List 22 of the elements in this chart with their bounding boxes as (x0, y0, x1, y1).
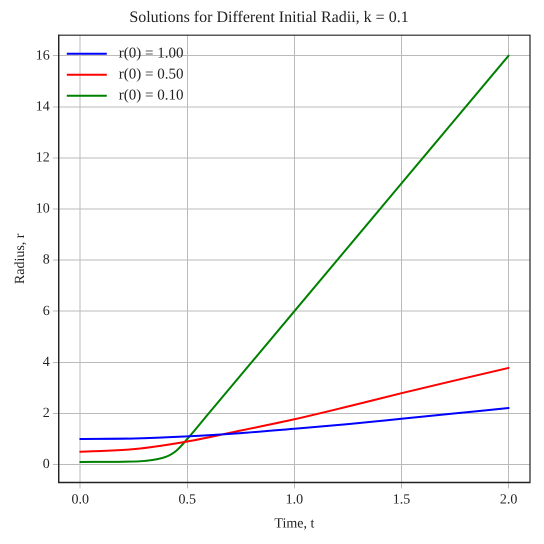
x-tick-label: 0.0 (71, 492, 89, 508)
y-tick-label: 4 (42, 354, 50, 370)
legend-label: r(0) = 0.10 (118, 88, 184, 104)
x-tick-label: 0.5 (178, 492, 196, 508)
x-tick-label: 1.0 (286, 492, 304, 508)
x-tick-label: 1.5 (392, 492, 410, 508)
y-tick-label: 12 (36, 150, 50, 166)
line-series (79, 407, 510, 440)
x-tick-label: 2.0 (500, 492, 518, 508)
y-tick-label: 6 (42, 304, 50, 319)
y-tick-label: 14 (36, 99, 50, 114)
y-tick-label: 2 (42, 406, 50, 422)
y-tick-label: 16 (36, 48, 50, 64)
y-axis-title: Radius, r (13, 233, 28, 284)
y-tick-label: 10 (36, 202, 50, 217)
y-tick-label: 0 (42, 457, 50, 472)
chart-title: Solutions for Different Initial Radii, k = 0.1 (129, 8, 409, 26)
legend-label: r(0) = 0.50 (118, 66, 184, 83)
x-axis-title: Time, t (274, 516, 314, 532)
y-tick-label: 8 (42, 252, 50, 268)
line-series (79, 366, 510, 453)
legend-label: r(0) = 1.00 (118, 46, 184, 62)
